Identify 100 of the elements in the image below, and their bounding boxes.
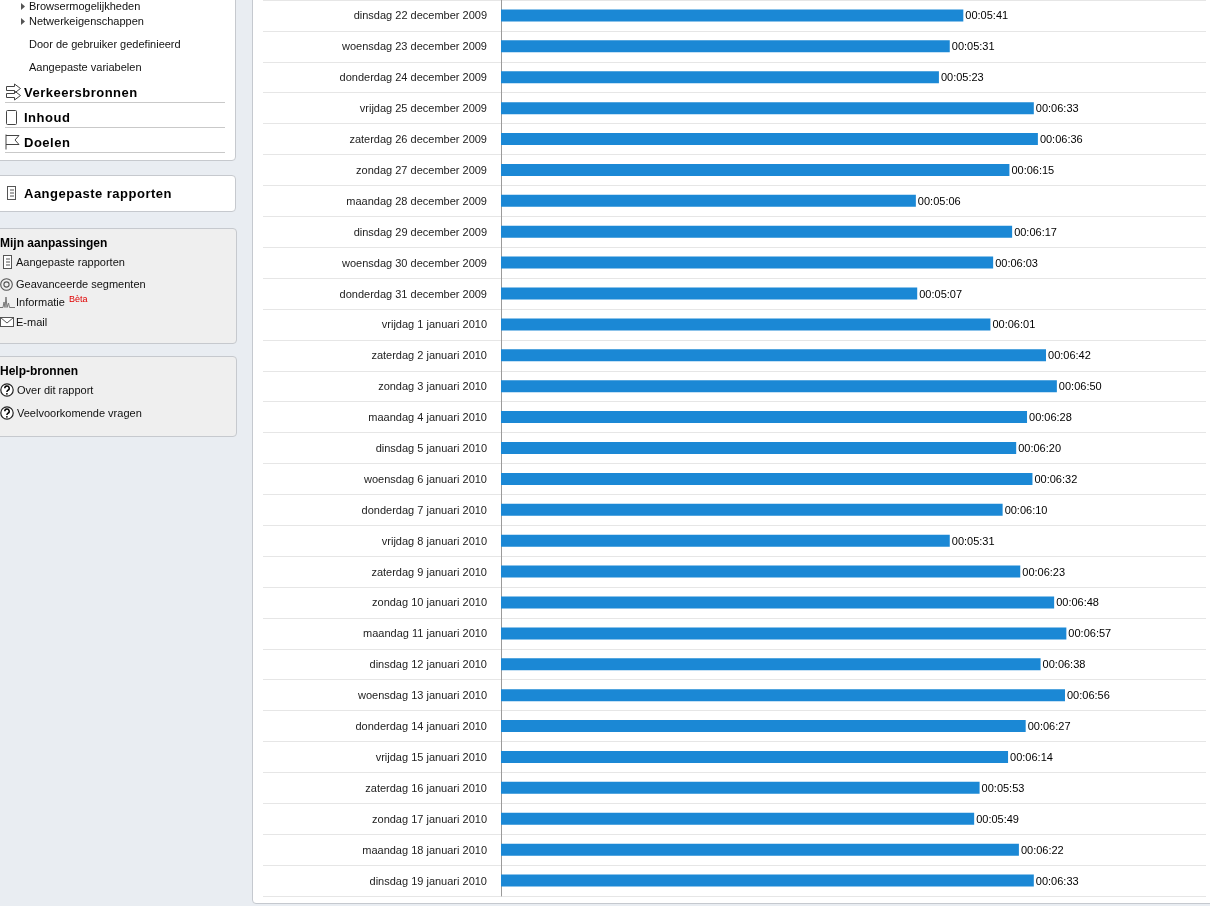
y-tick-label: vrijdag 15 januari 2010 [375,750,487,763]
bar [501,411,1028,424]
data-label: 00:06:28 [1029,411,1072,424]
y-tick-label: zondag 3 januari 2010 [378,380,487,393]
data-label: 00:06:36 [1039,133,1083,146]
y-tick-label: maandag 4 januari 2010 [368,411,487,424]
y-tick-label: zaterdag 9 januari 2010 [371,565,487,578]
y-tick-label: dinsdag 12 januari 2010 [369,658,487,671]
text: Doelen [24,134,71,150]
y-tick-label: zaterdag 2 januari 2010 [371,349,487,362]
data-label: 00:06:22 [1020,843,1064,856]
bar [501,256,994,269]
y-tick-label: zondag 17 januari 2010 [372,812,487,825]
text: Door de gebruiker gedefinieerd [29,37,181,51]
bar [501,287,918,300]
bar [501,318,991,331]
data-label: 00:05:07 [919,287,963,300]
bar [501,812,975,825]
text: Help-bronnen [0,364,78,378]
data-label: 00:06:20 [1018,442,1062,454]
y-tick-label: woensdag 30 december 2009 [341,256,487,269]
text: E-mail [16,315,48,329]
data-label: 00:06:01 [992,318,1036,331]
y-tick-label: donderdag 31 december 2009 [339,287,487,300]
data-label: 00:05:49 [976,812,1019,825]
y-tick-label: vrijdag 8 januari 2010 [381,534,487,547]
data-label: 00:06:17 [1014,225,1057,238]
y-tick-label: zondag 10 januari 2010 [372,596,487,609]
bar [501,9,964,22]
bar [501,71,939,84]
data-label: 00:06:10 [1004,503,1048,516]
y-tick-label: woensdag 23 december 2009 [341,40,487,53]
data-label: 00:06:50 [1058,380,1102,393]
data-label: 00:06:42 [1048,349,1091,362]
bar [501,689,1065,702]
y-tick-label: zondag 27 december 2009 [356,163,487,176]
bar [501,225,1013,238]
text: Mijn aanpassingen [0,236,108,250]
bar [501,133,1038,146]
data-label: 00:06:33 [1035,874,1079,887]
bar [501,40,950,53]
bar [501,503,1003,516]
y-tick-label: dinsdag 19 januari 2010 [369,874,487,887]
bar [501,534,950,547]
text: Verkeersbronnen [24,84,138,100]
data-label: 00:05:23 [940,71,984,84]
bar [501,781,980,794]
y-tick-label: maandag 18 januari 2010 [362,843,487,856]
data-label: 00:05:31 [951,534,995,547]
y-tick-label: donderdag 24 december 2009 [339,71,487,84]
y-tick-label: woensdag 13 januari 2010 [356,689,487,702]
data-label: 00:06:56 [1067,689,1110,702]
y-tick-label: zaterdag 26 december 2009 [349,133,487,146]
bar [501,380,1057,393]
bar [501,565,1021,578]
data-label: 00:06:38 [1042,658,1086,671]
bar [501,750,1009,763]
bar [501,442,1017,454]
text: Aangepaste variabelen [29,60,142,74]
text: Netwerkeigenschappen [29,14,144,28]
text: Inhoud [24,109,71,125]
y-tick-label: zaterdag 16 januari 2010 [365,781,487,794]
data-label: 00:06:23 [1022,565,1066,578]
data-label: 00:06:27 [1027,720,1071,733]
data-label: 00:05:31 [951,40,995,53]
data-label: 00:06:15 [1011,163,1055,176]
bar [501,163,1010,176]
text: Over dit rapport [17,383,94,397]
y-tick-label: dinsdag 22 december 2009 [353,9,487,22]
bar [501,596,1055,609]
data-label: 00:06:03 [995,256,1038,269]
bar [501,658,1041,671]
bar [501,720,1026,733]
data-label: 00:06:33 [1035,102,1079,115]
y-tick-label: vrijdag 25 december 2009 [359,102,487,115]
text: Geavanceerde segmenten [16,277,146,291]
data-label: 00:06:57 [1068,627,1112,640]
text: Aangepaste rapporten [16,255,125,269]
text: Informatie [16,295,65,309]
text: Aangepaste rapporten [24,185,172,201]
data-label: 00:06:32 [1034,472,1078,485]
y-tick-label: woensdag 6 januari 2010 [363,472,487,485]
data-label: 00:06:14 [1010,750,1053,763]
data-label: 00:05:41 [965,9,1009,22]
y-tick-label: maandag 11 januari 2010 [363,627,487,640]
bar [501,627,1067,640]
bar [501,472,1033,485]
y-tick-label: donderdag 7 januari 2010 [361,503,487,516]
data-label: 00:05:06 [917,194,961,207]
text: Veelvoorkomende vragen [17,406,142,420]
text: Bèta [69,293,88,305]
data-label: 00:06:48 [1056,596,1099,609]
data-label: 00:05:53 [981,781,1025,794]
bar [501,102,1034,115]
bar [501,194,916,207]
y-tick-label: maandag 28 december 2009 [346,194,487,207]
bar [501,349,1047,362]
bar [501,874,1034,887]
y-tick-label: dinsdag 29 december 2009 [353,225,487,238]
bar [501,843,1019,856]
